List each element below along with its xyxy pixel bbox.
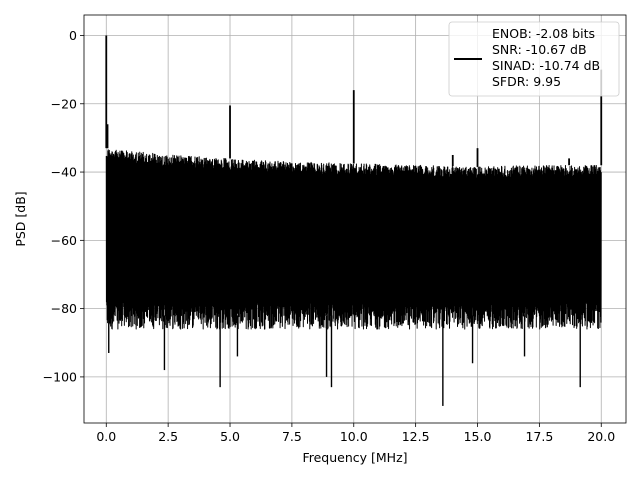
x-tick-label: 5.0 [220, 429, 240, 444]
x-axis-label: Frequency [MHz] [302, 450, 407, 465]
legend-entry: ENOB: -2.08 bits SNR: -10.67 dB SINAD: -10… [492, 26, 600, 89]
legend-text-line: SINAD: -10.74 dB [492, 58, 600, 73]
x-tick-label: 0.0 [96, 429, 116, 444]
y-tick-label: −60 [51, 233, 77, 248]
legend-text-line: ENOB: -2.08 bits [492, 26, 595, 41]
psd-series-path [105, 149, 602, 330]
y-tick-label: −40 [51, 165, 77, 180]
legend-box [448, 21, 620, 97]
x-tick-label: 7.5 [282, 429, 302, 444]
legend: ENOB: -2.08 bits SNR: -10.67 dB SINAD: -10… [448, 21, 620, 97]
y-tick-label: −20 [51, 96, 77, 111]
x-tick-label: 20.0 [587, 429, 615, 444]
legend-text-line: SNR: -10.67 dB [492, 42, 587, 57]
axis-ticks: 0.0 2.5 5.0 7.5 10.0 12.5 15.0 17.5 20.0 0 −20 −40 −… [43, 28, 616, 444]
x-tick-label: 12.5 [402, 429, 430, 444]
legend-text-line: SFDR: 9.95 [492, 74, 561, 89]
y-tick-label: −80 [51, 301, 77, 316]
x-tick-label: 17.5 [525, 429, 553, 444]
y-tick-label: 0 [69, 28, 77, 43]
series-line [105, 35, 603, 406]
y-tick-label: −100 [43, 369, 77, 384]
plot-frame [83, 14, 627, 424]
x-tick-label: 15.0 [464, 429, 492, 444]
x-tick-label: 2.5 [158, 429, 178, 444]
y-axis-label: PSD [dB] [13, 191, 28, 246]
x-tick-label: 10.0 [340, 429, 368, 444]
